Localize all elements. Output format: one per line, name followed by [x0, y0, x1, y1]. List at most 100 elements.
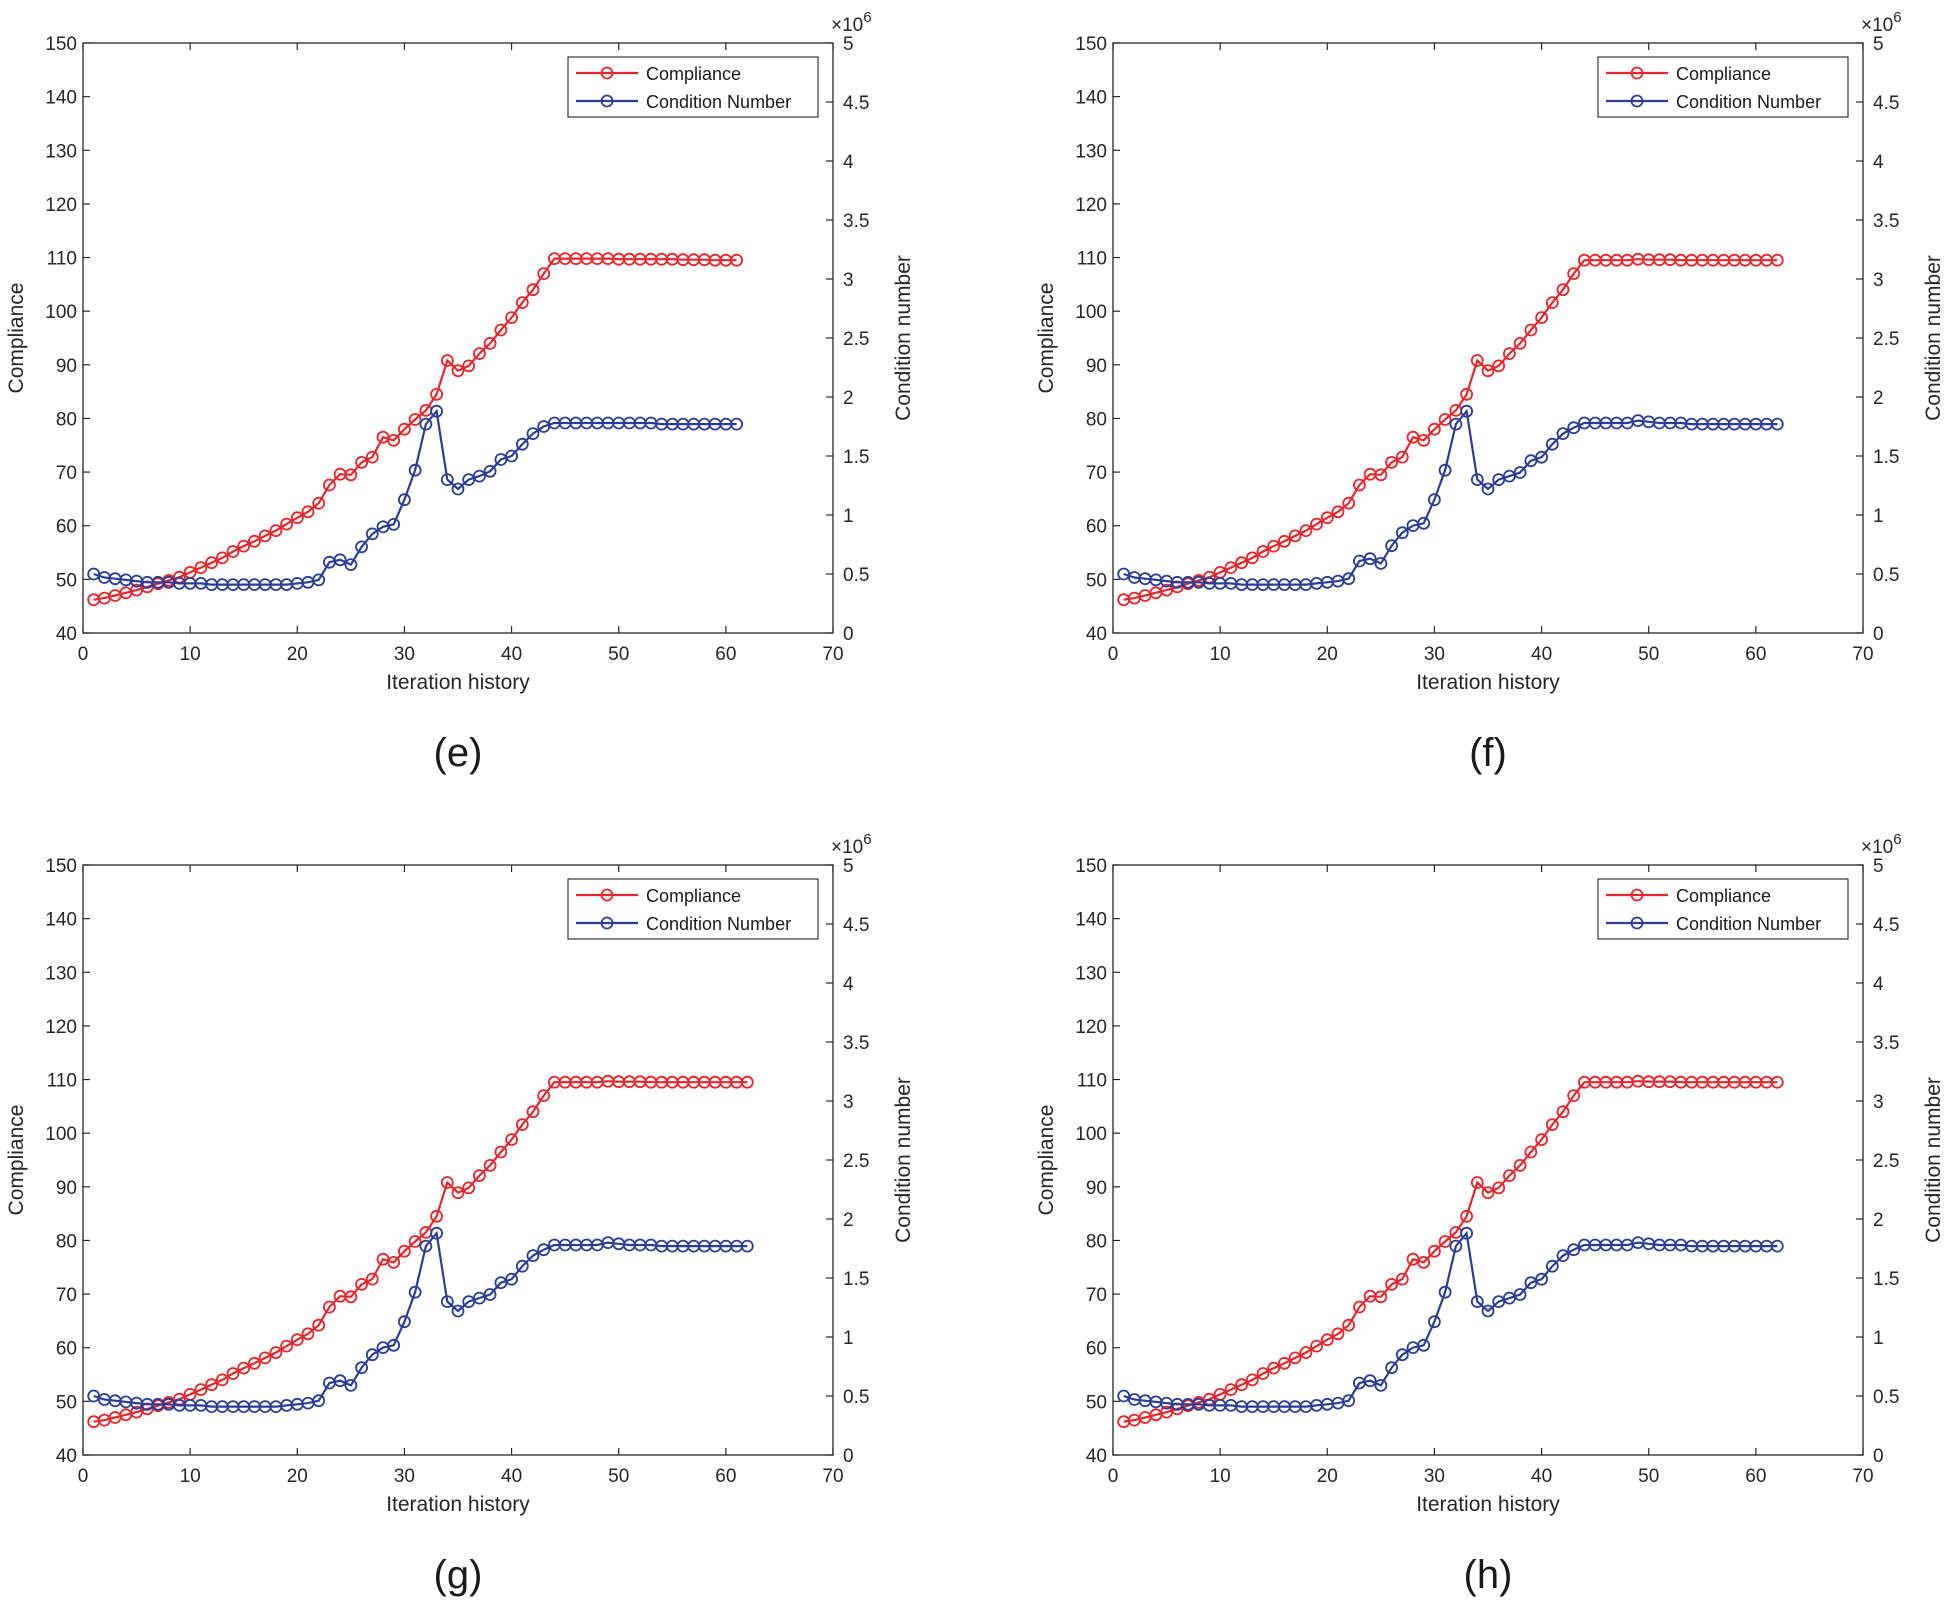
y2-tick-label: 0.5	[843, 1387, 869, 1408]
data-point-compliance	[451, 364, 465, 378]
x-tick-label: 30	[394, 644, 415, 665]
y2-axis-label: Condition number	[1922, 1077, 1945, 1243]
data-point-compliance	[397, 422, 411, 436]
legend: Compliance Condition Number	[567, 56, 819, 118]
data-point-compliance	[290, 511, 304, 525]
data-point-compliance	[280, 517, 294, 531]
legend-label: Condition Number	[646, 92, 791, 112]
data-point-compliance	[1770, 253, 1784, 267]
data-point-condition-number	[365, 527, 379, 541]
y-tick-label: 100	[45, 302, 77, 323]
y-tick-label: 40	[1086, 1446, 1107, 1467]
y-tick-label: 120	[1075, 1017, 1107, 1038]
data-point-compliance	[1770, 1075, 1784, 1089]
data-point-condition-number	[1460, 1226, 1473, 1240]
data-point-condition-number	[333, 553, 347, 567]
y2-exponent-label: ×106	[831, 831, 872, 858]
data-point-compliance	[1524, 323, 1538, 337]
data-point-condition-number	[333, 1374, 347, 1388]
data-point-condition-number	[1470, 473, 1484, 487]
chart-caption: (g)	[434, 1553, 483, 1597]
x-tick-label: 10	[180, 644, 201, 665]
data-point-compliance	[1524, 1145, 1538, 1159]
data-point-compliance	[1245, 1373, 1259, 1387]
data-point-compliance	[258, 1351, 272, 1365]
data-point-condition-number	[419, 417, 433, 431]
data-point-condition-number	[1385, 539, 1398, 553]
y2-exponent-prefix: ×10	[1861, 837, 1893, 858]
data-point-condition-number	[1417, 1338, 1431, 1352]
y-tick-label: 140	[45, 88, 77, 109]
x-tick-label: 30	[1424, 1466, 1445, 1487]
x-tick-label: 20	[1317, 1466, 1338, 1487]
y-tick-label: 110	[1077, 1071, 1107, 1092]
data-point-compliance	[1556, 283, 1570, 297]
y2-tick-label: 2	[1873, 388, 1884, 409]
y2-tick-label: 2.5	[1873, 1151, 1899, 1172]
data-point-compliance	[505, 311, 519, 325]
data-point-condition-number	[1556, 1249, 1570, 1262]
chart-panel: 0 10 20 30 40 50 60 704050607080901001101201301…	[5, 831, 915, 1597]
x-tick-label: 0	[78, 1466, 89, 1487]
y-tick-label: 90	[56, 356, 77, 377]
data-point-compliance	[1438, 413, 1452, 426]
y2-exponent-label: ×106	[831, 9, 872, 36]
data-point-condition-number	[1438, 463, 1452, 477]
series-line-condition-number	[93, 1230, 748, 1408]
legend-label: Compliance	[646, 886, 741, 906]
y-tick-label: 120	[1075, 195, 1107, 216]
y2-axis-label: Condition number	[892, 255, 915, 421]
data-point-condition-number	[408, 463, 422, 477]
data-point-condition-number	[1363, 552, 1377, 566]
data-point-compliance	[1331, 505, 1345, 519]
data-point-compliance	[312, 1318, 326, 1332]
data-point-compliance	[462, 1181, 476, 1195]
data-point-compliance	[247, 534, 261, 548]
y2-axis-label: Condition number	[892, 1077, 915, 1243]
y-tick-label: 50	[1086, 570, 1107, 591]
data-point-compliance	[1428, 422, 1441, 436]
data-point-compliance	[1460, 1209, 1473, 1223]
y-tick-label: 110	[47, 249, 77, 270]
y2-tick-label: 0.5	[843, 565, 869, 586]
data-point-compliance	[355, 1278, 369, 1291]
y2-tick-label: 1.5	[1873, 447, 1899, 468]
data-point-compliance	[408, 1235, 422, 1248]
data-point-condition-number	[472, 469, 486, 483]
y-tick-label: 130	[45, 963, 77, 984]
x-tick-label: 70	[1852, 1466, 1873, 1487]
y2-tick-label: 3	[843, 1092, 854, 1113]
legend-label: Condition Number	[646, 914, 791, 934]
data-point-condition-number	[1395, 526, 1409, 540]
legend-marker	[600, 94, 614, 108]
data-point-compliance	[515, 296, 529, 310]
x-tick-label: 30	[1424, 644, 1445, 665]
data-point-compliance	[226, 1367, 240, 1380]
data-point-condition-number	[740, 1239, 754, 1253]
chart-panel: 0 10 20 30 40 50 60 704050607080901001101201301…	[1035, 9, 1945, 775]
y2-tick-label: 5	[1873, 856, 1884, 877]
data-point-compliance	[365, 1272, 379, 1286]
series-line-compliance	[93, 1080, 748, 1423]
legend-box	[567, 878, 819, 940]
data-point-compliance	[1374, 1290, 1388, 1304]
y2-tick-label: 3.5	[1873, 211, 1899, 232]
y-tick-label: 130	[1075, 141, 1107, 162]
legend-label: Condition Number	[1676, 92, 1821, 112]
series-line-compliance	[93, 257, 737, 601]
y-tick-label: 50	[1086, 1392, 1107, 1413]
data-point-condition-number	[397, 493, 411, 507]
x-tick-label: 0	[78, 644, 89, 665]
data-point-compliance	[1310, 517, 1323, 531]
data-point-compliance	[1288, 529, 1302, 543]
y2-tick-label: 2.5	[1873, 329, 1899, 350]
y-axis-label: Compliance	[1035, 1105, 1058, 1216]
data-point-compliance	[537, 1089, 551, 1102]
data-point-compliance	[1535, 311, 1548, 325]
data-point-compliance	[537, 267, 551, 281]
data-point-condition-number	[430, 1226, 444, 1240]
y-tick-label: 50	[56, 1392, 77, 1413]
data-point-condition-number	[1567, 1243, 1581, 1257]
series-line-condition-number	[93, 408, 737, 586]
data-point-compliance	[430, 1209, 444, 1223]
